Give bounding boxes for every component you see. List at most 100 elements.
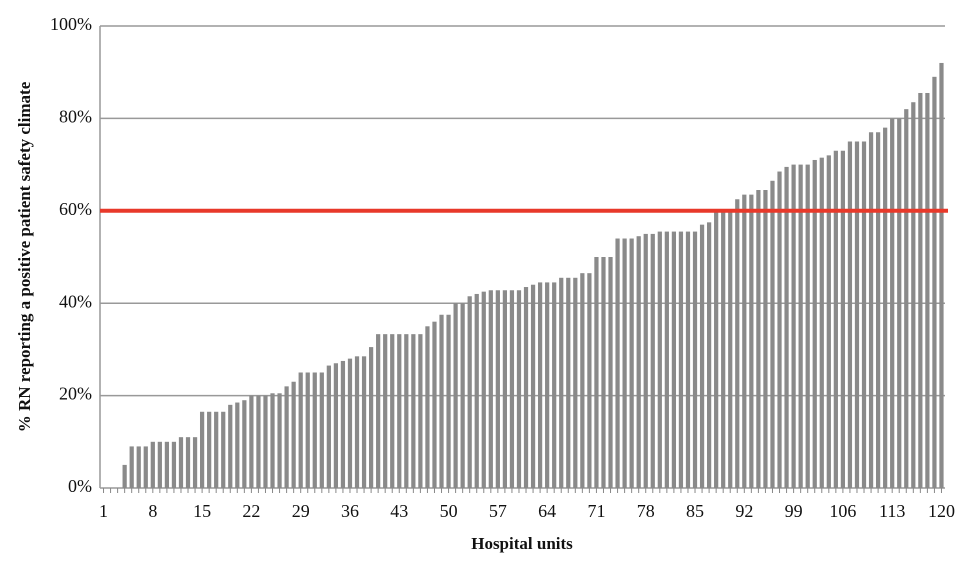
bar xyxy=(129,446,134,488)
bar xyxy=(495,290,500,488)
bar xyxy=(742,194,747,488)
bar xyxy=(319,372,324,488)
x-tick-label: 106 xyxy=(829,501,856,521)
x-tick-label: 64 xyxy=(538,501,556,521)
bar xyxy=(439,314,444,488)
bar xyxy=(354,356,360,488)
bar xyxy=(509,290,515,488)
bar xyxy=(650,233,655,488)
bar xyxy=(833,150,838,489)
bar xyxy=(798,164,803,488)
bar xyxy=(312,372,317,488)
bar xyxy=(636,236,641,488)
bar xyxy=(735,199,740,488)
bar xyxy=(545,282,550,488)
bar xyxy=(291,381,296,488)
bar xyxy=(657,231,662,488)
x-tick-label: 29 xyxy=(292,501,310,521)
bar xyxy=(699,224,705,488)
x-tick-label: 85 xyxy=(686,501,704,521)
y-tick-label: 80% xyxy=(59,107,92,127)
bar xyxy=(333,363,339,488)
y-axis-label: % RN reporting a positive patient safety… xyxy=(15,81,34,432)
bar xyxy=(390,334,395,488)
y-tick-label: 40% xyxy=(59,291,92,311)
bar xyxy=(685,231,691,488)
bar xyxy=(805,164,810,488)
bar xyxy=(904,109,909,488)
bar xyxy=(664,231,669,488)
bar xyxy=(791,164,796,488)
bar xyxy=(763,190,768,488)
bar xyxy=(721,210,726,489)
bar xyxy=(890,118,895,489)
bar xyxy=(256,395,261,488)
bar xyxy=(221,411,226,488)
bar xyxy=(629,238,634,488)
bar xyxy=(622,238,627,488)
bar xyxy=(361,356,367,488)
bar xyxy=(411,334,416,488)
bar xyxy=(777,171,782,488)
bar xyxy=(502,290,508,488)
bar xyxy=(706,222,712,488)
bar xyxy=(228,404,233,488)
x-axis-label: Hospital units xyxy=(471,534,573,553)
bar xyxy=(875,132,881,488)
bar xyxy=(263,395,268,488)
bar xyxy=(340,360,346,488)
bar xyxy=(199,411,205,488)
bar xyxy=(897,118,902,489)
bar xyxy=(819,157,824,489)
bar xyxy=(481,291,486,488)
bar xyxy=(460,303,465,488)
bar xyxy=(868,132,874,488)
x-tick-label: 120 xyxy=(928,501,955,521)
bar xyxy=(854,141,860,488)
bar xyxy=(171,441,177,488)
x-tick-label: 50 xyxy=(440,501,458,521)
x-tick-label: 22 xyxy=(242,501,260,521)
bar xyxy=(164,441,170,488)
bar xyxy=(242,400,247,488)
x-tick-label: 78 xyxy=(637,501,655,521)
bar xyxy=(840,150,846,489)
x-tick-label: 57 xyxy=(489,501,507,521)
bar xyxy=(826,155,831,489)
bar xyxy=(432,321,437,488)
bar xyxy=(594,257,599,488)
x-tick-label: 71 xyxy=(587,501,605,521)
bar xyxy=(376,334,381,488)
x-tick-label: 113 xyxy=(879,501,905,521)
bar xyxy=(404,334,409,488)
bar xyxy=(214,411,219,488)
bar xyxy=(861,141,867,488)
x-tick-label: 92 xyxy=(735,501,753,521)
bar xyxy=(552,282,557,488)
bar xyxy=(446,314,451,488)
bar xyxy=(178,437,184,488)
x-tick-label: 15 xyxy=(193,501,211,521)
bar xyxy=(784,166,789,488)
bar xyxy=(911,102,916,488)
bar xyxy=(284,386,289,488)
bar xyxy=(918,92,923,489)
x-tick-label: 43 xyxy=(390,501,408,521)
bar xyxy=(235,402,240,488)
bar xyxy=(883,127,888,488)
bar xyxy=(185,437,191,488)
bar xyxy=(136,446,141,488)
bar xyxy=(467,296,472,488)
y-tick-label: 100% xyxy=(50,14,92,34)
bar xyxy=(537,282,543,488)
bar xyxy=(347,358,353,488)
bar xyxy=(383,334,388,488)
bar xyxy=(728,210,733,489)
bar xyxy=(643,233,648,488)
bar xyxy=(749,194,754,488)
y-tick-label: 20% xyxy=(59,384,92,404)
bar xyxy=(573,277,578,488)
bar xyxy=(530,284,536,488)
